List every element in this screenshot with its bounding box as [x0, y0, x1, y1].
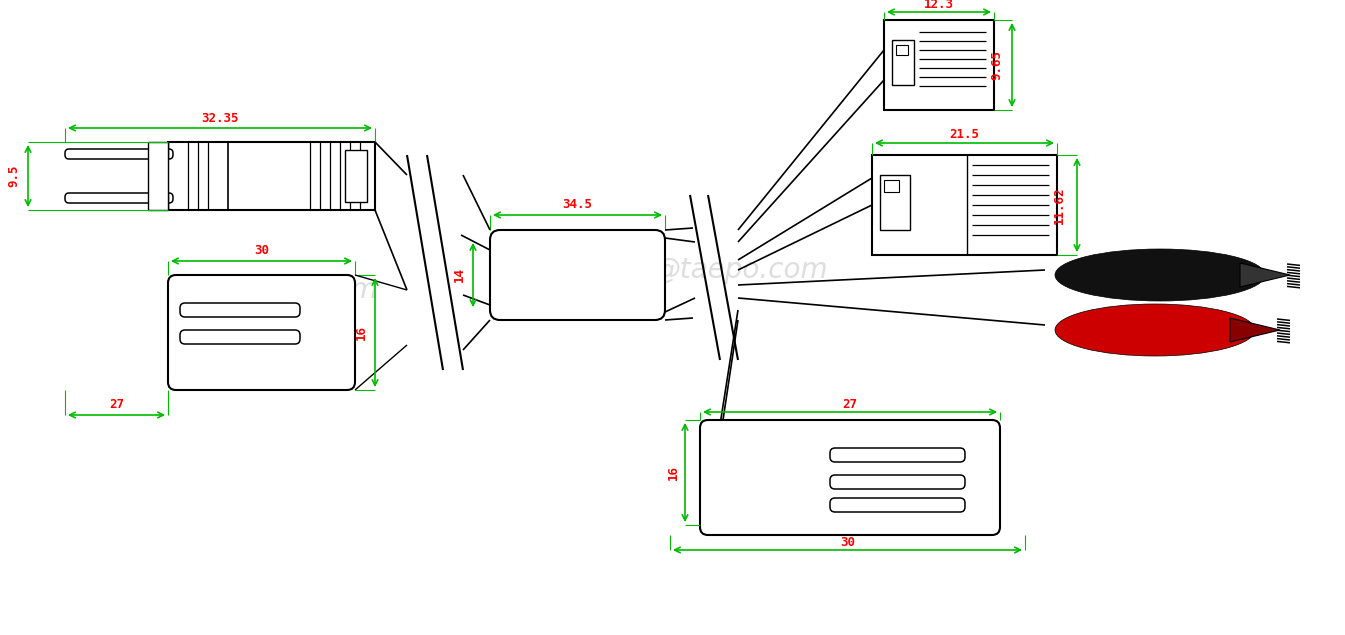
Text: 12.3: 12.3 [924, 0, 954, 11]
Bar [880, 175, 911, 230]
Polygon shape [1229, 318, 1280, 342]
Bar [892, 40, 915, 85]
Text: 16: 16 [355, 325, 367, 340]
Text: 21.5: 21.5 [950, 128, 979, 142]
Text: @taepo.com: @taepo.com [202, 276, 378, 304]
Text: 9.5: 9.5 [8, 164, 20, 187]
Bar [346, 150, 367, 202]
Text: 30: 30 [254, 244, 269, 258]
Bar [148, 142, 168, 210]
Polygon shape [1240, 263, 1290, 287]
Text: 34.5: 34.5 [562, 199, 593, 211]
FancyBboxPatch shape [65, 149, 174, 159]
Text: 11.62: 11.62 [1053, 186, 1065, 224]
Ellipse shape [1054, 304, 1255, 356]
Text: 27: 27 [109, 399, 124, 411]
Ellipse shape [1054, 249, 1266, 301]
Text: @taepo.com: @taepo.com [652, 256, 827, 284]
FancyBboxPatch shape [830, 498, 964, 512]
Bar [168, 142, 375, 210]
Bar [884, 180, 898, 192]
FancyBboxPatch shape [168, 275, 355, 390]
Bar [896, 45, 908, 55]
FancyBboxPatch shape [490, 230, 664, 320]
FancyBboxPatch shape [180, 303, 300, 317]
Text: 30: 30 [841, 535, 855, 549]
FancyBboxPatch shape [65, 193, 174, 203]
Bar [872, 155, 1057, 255]
FancyBboxPatch shape [180, 330, 300, 344]
FancyBboxPatch shape [830, 448, 964, 462]
Text: 32.35: 32.35 [202, 112, 239, 124]
Text: 16: 16 [667, 465, 679, 480]
Bar [884, 20, 994, 110]
Text: 14: 14 [452, 267, 465, 283]
FancyBboxPatch shape [699, 420, 999, 535]
Text: 9.65: 9.65 [990, 50, 1003, 80]
Text: 27: 27 [842, 398, 858, 410]
FancyBboxPatch shape [830, 475, 964, 489]
